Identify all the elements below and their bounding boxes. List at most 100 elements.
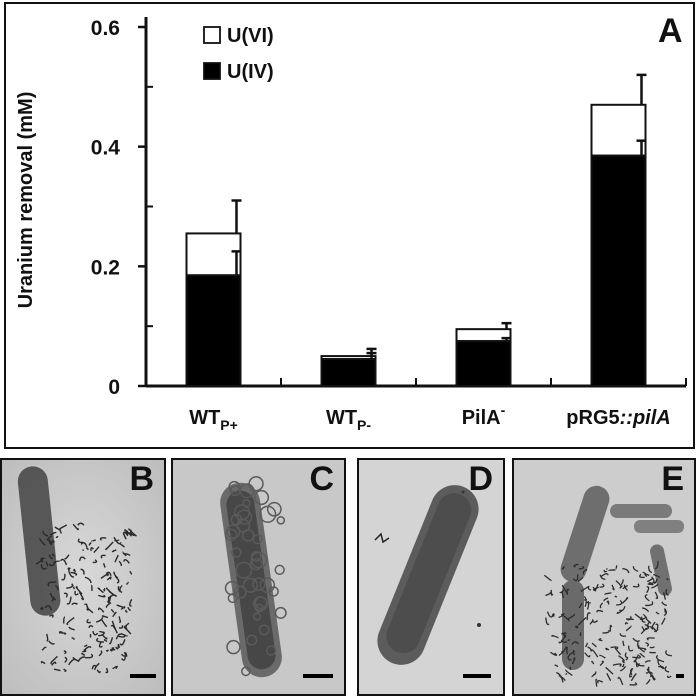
panel-letter-d: D bbox=[468, 460, 493, 498]
nanowire-debris bbox=[635, 662, 639, 668]
nanowire-debris bbox=[615, 580, 622, 587]
nanowire-debris bbox=[554, 664, 559, 667]
nanowire-debris bbox=[92, 559, 98, 564]
nanowire-debris bbox=[101, 615, 109, 619]
nanowire-debris bbox=[71, 637, 75, 640]
nanowire-debris bbox=[114, 554, 119, 563]
vesicle bbox=[253, 489, 270, 506]
nanowire-debris bbox=[111, 549, 117, 553]
nanowire-debris bbox=[123, 652, 128, 657]
nanowire-debris bbox=[90, 584, 93, 591]
nanowire-debris bbox=[632, 637, 641, 642]
nanowire-debris bbox=[567, 656, 572, 661]
nanowire-debris bbox=[48, 554, 54, 560]
nanowire-debris bbox=[48, 640, 55, 645]
nanowire-debris bbox=[583, 596, 588, 601]
y-tick-label: 0.6 bbox=[91, 17, 120, 40]
nanowire-debris bbox=[74, 590, 79, 596]
nanowire-debris bbox=[605, 667, 614, 675]
nanowire-debris bbox=[75, 586, 83, 595]
vesicle bbox=[276, 516, 286, 525]
vesicle bbox=[242, 577, 258, 593]
nanowire-debris bbox=[642, 614, 648, 619]
nanowire-debris bbox=[606, 600, 610, 605]
nanowire-debris bbox=[551, 634, 559, 639]
nanowire-debris bbox=[629, 669, 633, 678]
nanowire-debris bbox=[653, 628, 659, 633]
vesicle bbox=[259, 505, 277, 523]
nanowire-debris bbox=[665, 650, 672, 657]
nanowire-debris bbox=[129, 529, 137, 537]
nanowire-debris bbox=[647, 582, 654, 586]
nanowire-debris bbox=[645, 669, 650, 674]
bar-u-vi bbox=[590, 103, 647, 157]
nanowire-debris bbox=[578, 565, 585, 570]
nanowire-debris bbox=[101, 633, 108, 640]
nanowire-debris bbox=[38, 538, 46, 546]
nanowire-debris bbox=[77, 522, 85, 526]
nanowire-debris bbox=[577, 576, 584, 583]
bar-u-iv bbox=[320, 358, 377, 388]
vesicle bbox=[259, 577, 276, 593]
nanowire-debris bbox=[574, 625, 579, 629]
nanowire-debris bbox=[618, 655, 625, 663]
nanowire-debris bbox=[598, 654, 606, 659]
micrograph-c-image bbox=[173, 460, 344, 694]
nanowire-debris bbox=[619, 633, 627, 637]
nanowire-debris bbox=[624, 622, 629, 625]
bar-u-iv bbox=[455, 340, 512, 387]
scale-bar-d bbox=[463, 674, 491, 678]
vesicle bbox=[224, 528, 238, 542]
nanowire-debris bbox=[105, 541, 114, 551]
nanowire-debris bbox=[599, 574, 606, 580]
nanowire-debris bbox=[558, 634, 567, 644]
nanowire-debris bbox=[119, 543, 125, 548]
nanowire-debris bbox=[632, 583, 640, 588]
nanowire-debris bbox=[661, 601, 667, 606]
nanowire-debris bbox=[106, 596, 110, 603]
nanowire-debris bbox=[592, 586, 597, 592]
nanowire-debris bbox=[649, 646, 655, 649]
nanowire-debris bbox=[610, 646, 619, 650]
nanowire-debris bbox=[77, 656, 86, 662]
nanowire-debris bbox=[47, 581, 56, 587]
nanowire-debris bbox=[663, 608, 668, 617]
panel-letter-c: C bbox=[309, 460, 334, 498]
nanowire-debris bbox=[72, 523, 79, 531]
nanowire-debris bbox=[621, 663, 625, 668]
x-tick-label: WTP+ bbox=[189, 407, 238, 433]
nanowire-debris bbox=[40, 606, 44, 610]
nanowire-debris bbox=[582, 568, 588, 575]
nanowire-debris bbox=[50, 655, 58, 664]
nanowire-debris bbox=[112, 611, 117, 618]
nanowire-debris bbox=[623, 584, 628, 591]
nanowire-debris bbox=[110, 624, 118, 634]
nanowire-debris bbox=[572, 574, 579, 582]
nanowire-debris bbox=[91, 664, 97, 670]
nanowire-debris bbox=[648, 565, 653, 574]
nanowire-debris bbox=[45, 561, 49, 567]
nanowire-debris bbox=[71, 602, 78, 606]
nanowire-debris bbox=[644, 573, 650, 578]
nanowire-debris bbox=[80, 652, 86, 656]
nanowire-debris bbox=[123, 559, 130, 564]
vesicle bbox=[266, 501, 282, 517]
nanowire-debris bbox=[84, 646, 92, 651]
nanowire-debris bbox=[583, 599, 587, 607]
nanowire-debris bbox=[109, 649, 114, 652]
nanowire-debris bbox=[125, 609, 128, 613]
nanowire-debris bbox=[632, 566, 639, 572]
nanowire-debris bbox=[550, 592, 554, 596]
nanowire-debris bbox=[118, 625, 124, 629]
legend-label: U(IV) bbox=[227, 61, 274, 83]
nanowire-debris bbox=[118, 560, 122, 567]
nanowire-debris bbox=[646, 586, 650, 594]
nanowire-debris bbox=[44, 605, 53, 611]
micrograph-e-image bbox=[514, 460, 694, 694]
panel-letter-b: B bbox=[129, 460, 154, 498]
nanowire-debris bbox=[129, 599, 133, 607]
nanowire-debris bbox=[125, 530, 133, 534]
nanowire-debris bbox=[117, 644, 121, 648]
nanowire-debris bbox=[646, 578, 653, 582]
